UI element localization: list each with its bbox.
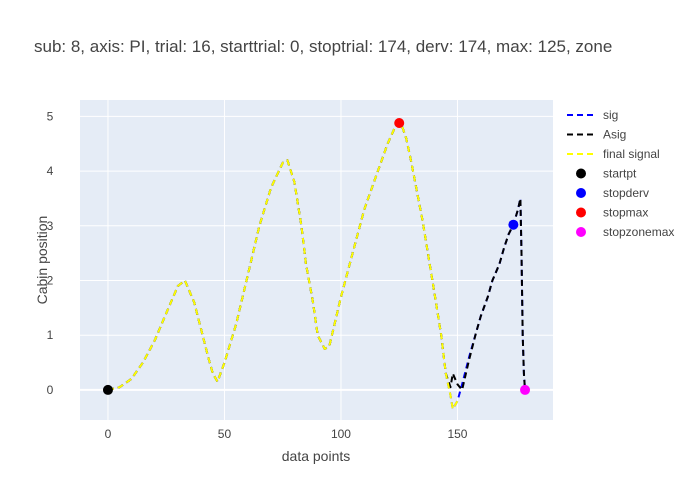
grid-layer	[80, 100, 553, 420]
y-tick-label: 3	[47, 219, 54, 233]
legend-marker-swatch	[576, 168, 586, 179]
legend-label: stopderv	[603, 186, 649, 200]
legend-marker-swatch	[576, 207, 586, 218]
y-tick-label: 4	[47, 164, 54, 178]
legend-item-final-signal[interactable]: final signal	[567, 147, 660, 161]
legend-item-Asig[interactable]: Asig	[567, 128, 626, 142]
legend-marker-swatch	[576, 227, 586, 237]
x-tick-label: 0	[105, 427, 112, 441]
legend-label: Asig	[603, 128, 626, 142]
legend-marker-swatch	[576, 188, 586, 198]
x-tick-label: 50	[218, 427, 232, 441]
legend-label: stopzonemax	[603, 225, 674, 239]
y-tick-label: 1	[47, 328, 54, 342]
legend-label: startpt	[603, 167, 637, 181]
legend-label: final signal	[603, 147, 660, 161]
legend-item-startpt[interactable]: startpt	[576, 167, 637, 181]
marker-stopderv	[508, 219, 519, 230]
marker-stopmax	[394, 117, 405, 128]
plot-background	[80, 100, 553, 420]
marker-layer	[102, 117, 531, 395]
marker-stopzonemax	[520, 384, 531, 395]
legend-item-sig[interactable]: sig	[567, 108, 618, 122]
x-axis-title: data points	[282, 448, 351, 464]
legend-item-stopzonemax[interactable]: stopzonemax	[576, 225, 674, 239]
marker-startpt	[102, 384, 113, 395]
legend[interactable]: sig Asig final signal startpt stopderv stopma…	[567, 108, 674, 239]
legend-item-stopmax[interactable]: stopmax	[576, 206, 648, 220]
chart-title: sub: 8, axis: PI, trial: 16, starttrial:…	[34, 37, 612, 56]
series-line-final-signal	[107, 122, 459, 411]
y-tick-label: 2	[47, 274, 54, 288]
legend-label: stopmax	[603, 206, 648, 220]
x-tick-label: 150	[447, 427, 467, 441]
x-tick-label: 100	[331, 427, 351, 441]
y-tick-label: 0	[47, 383, 54, 397]
tick-layer: 0 50 100 150 0 1 2 3 4 5	[47, 109, 468, 441]
y-axis-title: Cabin position	[34, 216, 50, 305]
legend-label: sig	[603, 108, 618, 122]
legend-item-stopderv[interactable]: stopderv	[576, 186, 649, 200]
y-tick-label: 5	[47, 109, 54, 123]
series-layer	[107, 122, 526, 411]
